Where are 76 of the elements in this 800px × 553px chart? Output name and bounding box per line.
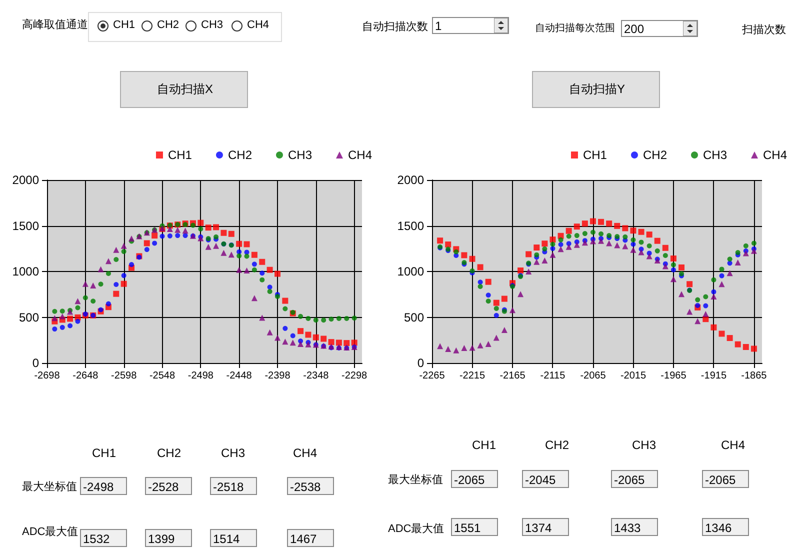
text: 自动扫描每次范围 [535,22,615,35]
x-tick-label: -2698 [34,370,60,382]
text: CH1 [92,446,116,460]
text: 1346 [702,518,749,536]
x-tick-label: -2215 [459,370,486,382]
legend-label: CH3 [702,148,728,162]
text: 1467 [287,529,334,547]
text: -2518 [210,477,257,495]
text: -2498 [80,477,127,495]
x-tick-label: -2298 [342,370,368,382]
x-tick-label: -2265 [419,370,446,382]
x-tick-label: -2348 [303,370,330,382]
y-tick-label: 2000 [397,173,424,187]
text: 1399 [145,529,192,547]
text: CH2 [157,446,182,460]
y-tick-label: 500 [18,310,40,324]
x-tick-label: -2448 [226,370,252,382]
text: 最大坐标值 [22,480,77,494]
text: CH3 [201,19,224,31]
y-tick-label: 1500 [397,218,424,233]
text: 1374 [522,518,569,536]
y-tick-label: 1000 [397,264,424,278]
text: -2065 [702,470,749,488]
text: 1514 [210,529,257,547]
legend-label: CH1 [168,148,192,162]
y-tick-label: 500 [404,310,424,324]
x-tick-label: -2165 [500,370,526,382]
text: 1532 [80,529,127,547]
x-tick-label: -2648 [72,370,99,382]
text: CH2 [545,438,570,452]
text: CH3 [632,438,656,452]
text: CH1 [113,19,136,31]
y-tick-label: 0 [417,356,424,370]
text: CH4 [293,446,318,460]
text: CH4 [721,438,746,452]
text: CH3 [221,446,246,460]
text: ADC最大值 [388,522,444,536]
text: CH4 [247,19,270,31]
legend-label: CH3 [288,148,312,162]
x-tick-label: -1965 [660,370,687,382]
text: 1 [432,17,509,34]
x-tick-label: -2498 [188,370,214,382]
text: 自动扫描次数 [362,20,428,34]
text: -2538 [287,477,334,495]
text: 200 [621,20,698,37]
text: -2065 [451,470,498,488]
x-tick-label: -1865 [741,370,768,382]
x-tick-label: -2015 [620,370,646,382]
x-tick-label: -2598 [111,370,138,382]
x-tick-label: -2065 [580,370,606,382]
legend-label: CH2 [642,148,668,162]
x-tick-label: -2115 [540,370,566,382]
legend-label: CH4 [762,148,788,162]
text: -2065 [611,470,658,488]
text: ADC最大值 [22,525,78,539]
text: 1433 [611,518,658,536]
text: 自动扫描Y [532,71,660,108]
y-tick-label: 1000 [12,264,40,278]
text: CH1 [472,438,496,452]
text: 最大坐标值 [388,473,443,487]
y-tick-label: 2000 [12,173,40,187]
text: 扫描次数 [742,23,786,37]
x-tick-label: -2548 [149,370,176,382]
text: 1551 [451,518,498,536]
text: -2045 [522,470,569,488]
text: CH2 [157,19,180,31]
text: 高峰取值通道 [22,18,88,32]
legend-label: CH2 [228,148,252,162]
legend-label: CH1 [582,148,608,162]
text: -2528 [145,477,192,495]
x-tick-label: -1915 [700,370,727,382]
legend-label: CH4 [348,148,372,162]
x-tick-label: -2398 [264,370,291,382]
y-tick-label: 0 [32,356,40,370]
y-tick-label: 1500 [12,218,40,233]
text: 自动扫描X [120,71,248,108]
